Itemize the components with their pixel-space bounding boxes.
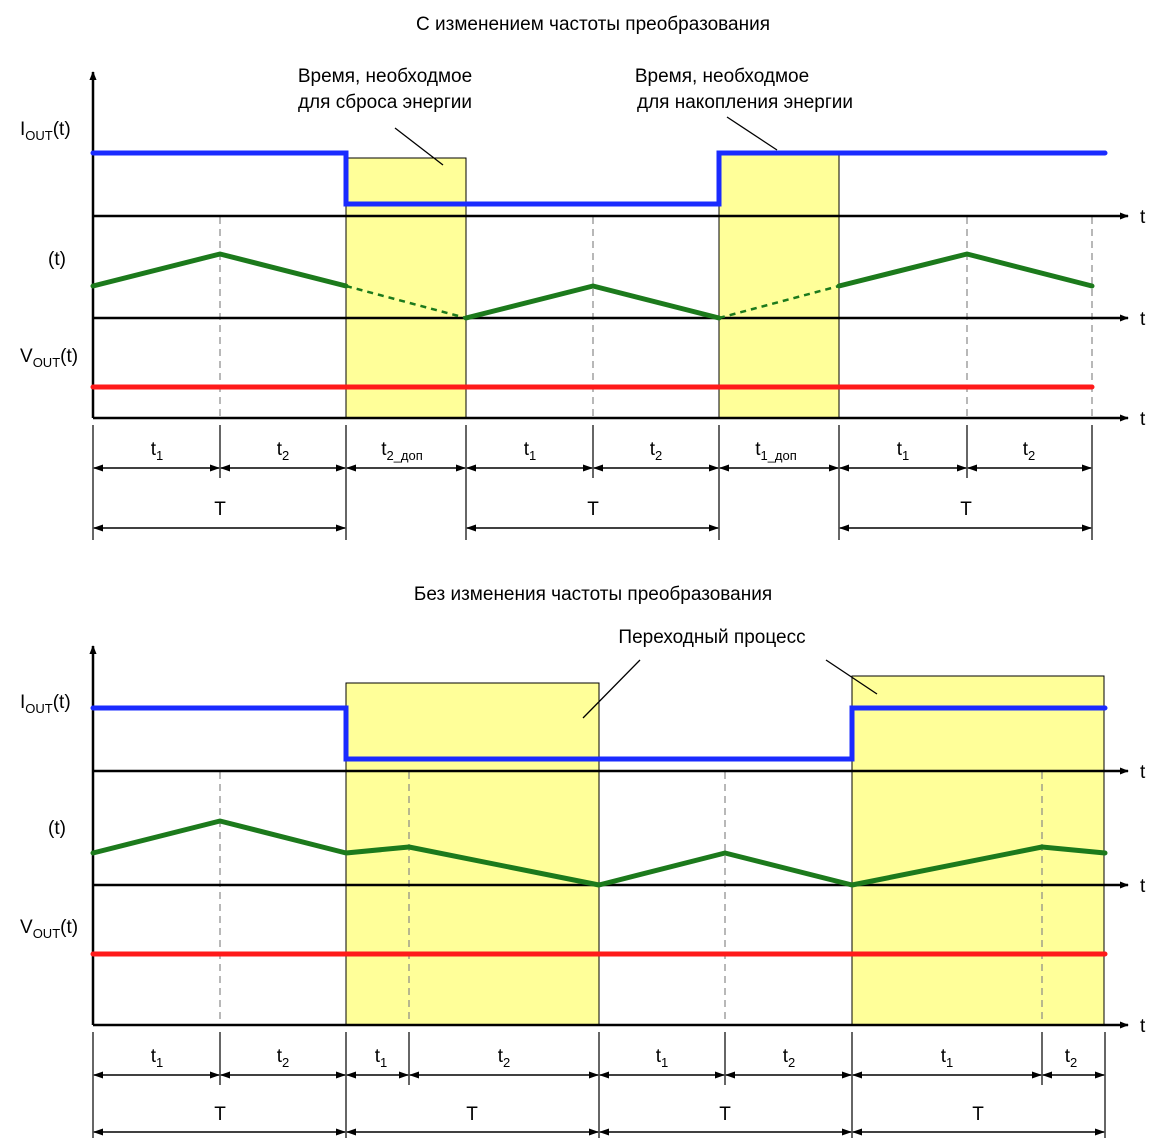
top-annotation-reset-leader xyxy=(394,127,444,166)
top-period-label: T xyxy=(214,499,226,520)
bottom-interval-label: t1 xyxy=(941,1046,954,1070)
top-interval-label: t2_доп xyxy=(381,439,423,463)
top-highlight-energy-store xyxy=(718,152,840,419)
top-ripple-dashed-segment xyxy=(345,284,467,320)
top-annotation-reset-line2: для сброса энергии xyxy=(298,92,472,113)
bottom-period-label: T xyxy=(466,1104,478,1125)
top-interval-label: t1 xyxy=(524,439,537,463)
bottom-annotation-transient: Переходный процесс xyxy=(618,627,805,648)
top-interval-label: t1 xyxy=(151,439,164,463)
top-period-label: T xyxy=(960,499,972,520)
top-annotation-store-leader xyxy=(726,116,778,151)
bottom-label-vout: VOUT(t) xyxy=(20,917,78,941)
bottom-current-waveform xyxy=(90,705,1108,762)
bottom-interval-label: t2 xyxy=(1065,1046,1078,1070)
bottom-interval-label: t2 xyxy=(498,1046,511,1070)
top-ripple-waveform xyxy=(90,251,349,289)
bottom-ripple-waveform xyxy=(90,818,1108,888)
top-title: С изменением частоты преобразования xyxy=(416,14,770,35)
top-annotation-store-line1: Время, необходмое xyxy=(635,66,809,87)
bottom-title: Без изменения частоты преобразования xyxy=(414,584,772,605)
top-annotation-store-line2: для накопления энергии xyxy=(637,92,853,113)
top-axis-t-label: t xyxy=(1140,409,1146,430)
top-highlight-energy-reset xyxy=(345,157,467,419)
bottom-axis-t-label: t xyxy=(1140,762,1146,783)
bottom-axis-t-label: t xyxy=(1140,876,1146,897)
bottom-highlight-transient xyxy=(345,682,600,1026)
top-axis-t-label: t xyxy=(1140,207,1146,228)
bottom-axis-t-label: t xyxy=(1140,1016,1146,1037)
bottom-period-label: T xyxy=(719,1104,731,1125)
top-current-waveform xyxy=(90,150,1108,207)
bottom-label-iout: IOUT(t) xyxy=(20,692,71,716)
top-interval-label: t1 xyxy=(897,439,910,463)
top-label-ripple: (t) xyxy=(48,249,66,270)
bottom-dimension-ticks xyxy=(92,1032,1106,1138)
bottom-interval-label: t1 xyxy=(656,1046,669,1070)
top-annotation-reset-line1: Время, необходмое xyxy=(298,66,472,87)
bottom-interval-label: t1 xyxy=(151,1046,164,1070)
bottom-interval-label: t2 xyxy=(277,1046,290,1070)
bottom-interval-label: t1 xyxy=(375,1046,388,1070)
bottom-annotation-leader xyxy=(582,659,641,719)
top-interval-label: t2 xyxy=(277,439,290,463)
top-period-label: T xyxy=(587,499,599,520)
top-axis-t-label: t xyxy=(1140,309,1146,330)
top-dimension-ticks xyxy=(92,425,1093,540)
bottom-period-label: T xyxy=(972,1104,984,1125)
top-interval-label: t2 xyxy=(1023,439,1036,463)
bottom-interval-label: t2 xyxy=(783,1046,796,1070)
top-ripple-waveform xyxy=(836,251,1095,289)
top-ripple-dashed-segment xyxy=(718,284,840,320)
top-label-vout: VOUT(t) xyxy=(20,346,78,370)
top-label-iout: IOUT(t) xyxy=(20,119,71,143)
bottom-diagram: Без изменения частоты преобразования t t… xyxy=(20,584,1146,1138)
bottom-label-ripple: (t) xyxy=(48,818,66,839)
bottom-annotation-leader xyxy=(825,659,878,695)
top-diagram: С изменением частоты преобразования t t … xyxy=(20,14,1146,540)
top-interval-label: t2 xyxy=(650,439,663,463)
top-ripple-waveform xyxy=(463,283,722,321)
bottom-period-label: T xyxy=(214,1104,226,1125)
top-interval-label: t1_доп xyxy=(755,439,797,463)
